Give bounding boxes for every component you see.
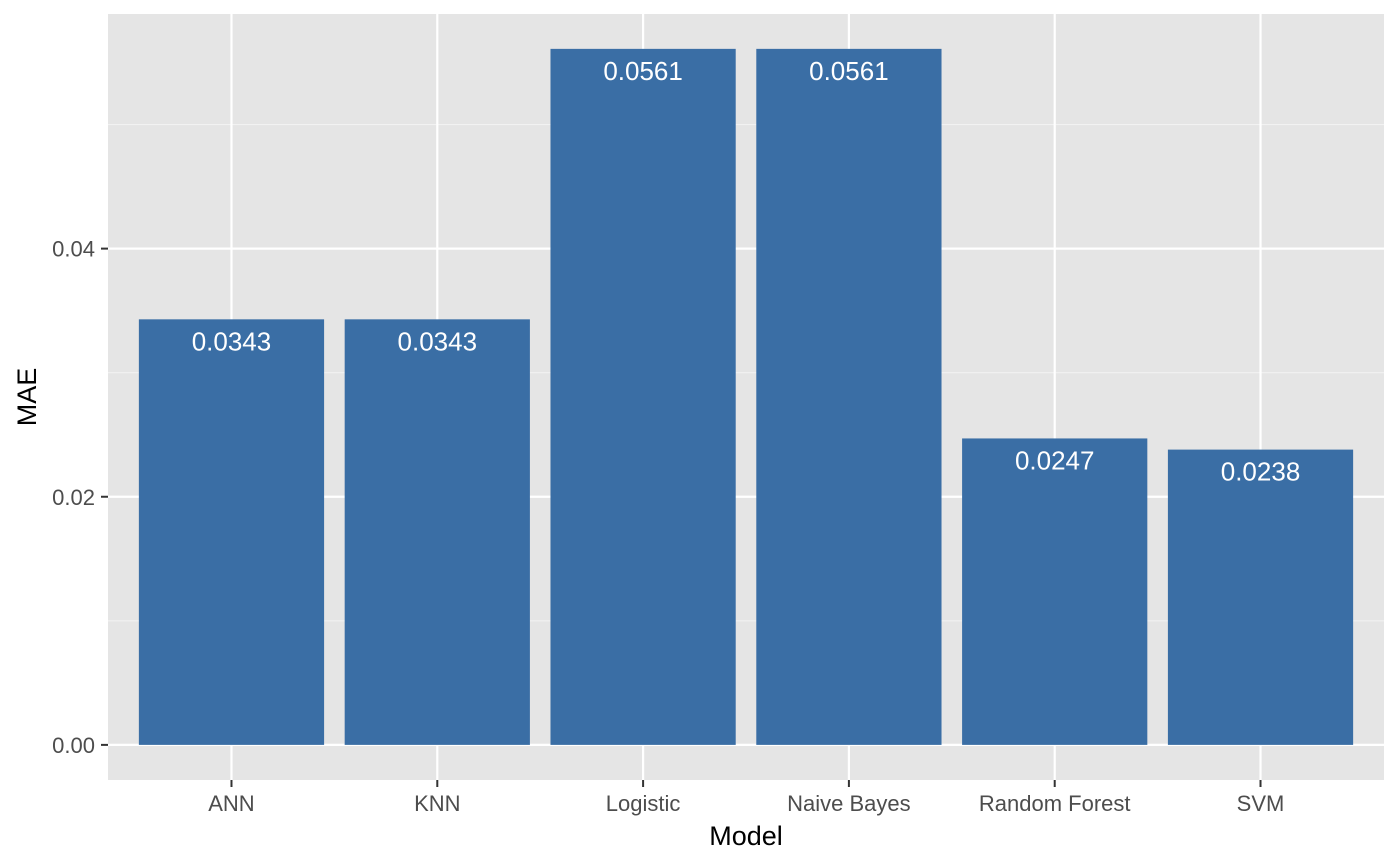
y-tick-label: 0.04	[52, 237, 95, 262]
bar-random-forest	[962, 438, 1148, 745]
x-tick-label: SVM	[1237, 791, 1285, 816]
bar-ann	[138, 319, 325, 745]
y-tick-label: 0.02	[52, 485, 95, 510]
bar-logistic	[550, 48, 736, 745]
bar-value-label: 0.0343	[192, 326, 272, 356]
bar-value-label: 0.0343	[398, 326, 478, 356]
x-tick-label: Naive Bayes	[787, 791, 911, 816]
y-axis: 0.00 0.02 0.04	[52, 237, 108, 758]
bar-series	[138, 48, 1354, 745]
bar-value-label: 0.0561	[603, 56, 683, 86]
x-tick-label: KNN	[414, 791, 460, 816]
x-axis: ANN KNN Logistic Naive Bayes Random Forest SV…	[208, 780, 1284, 816]
x-axis-title: Model	[709, 821, 783, 851]
x-tick-label: Random Forest	[979, 791, 1131, 816]
bar-value-labels: 0.0343 0.0343 0.0561 0.0561 0.0247 0.0238	[192, 56, 1301, 487]
x-tick-label: ANN	[208, 791, 254, 816]
bar-value-label: 0.0561	[809, 56, 889, 86]
bar-svm	[1167, 449, 1354, 745]
bar-knn	[344, 319, 530, 745]
bar-naive-bayes	[756, 48, 942, 745]
x-tick-label: Logistic	[606, 791, 681, 816]
bar-value-label: 0.0238	[1221, 457, 1301, 487]
y-axis-title: MAE	[12, 368, 42, 427]
y-tick-label: 0.00	[52, 733, 95, 758]
bar-value-label: 0.0247	[1015, 445, 1095, 475]
